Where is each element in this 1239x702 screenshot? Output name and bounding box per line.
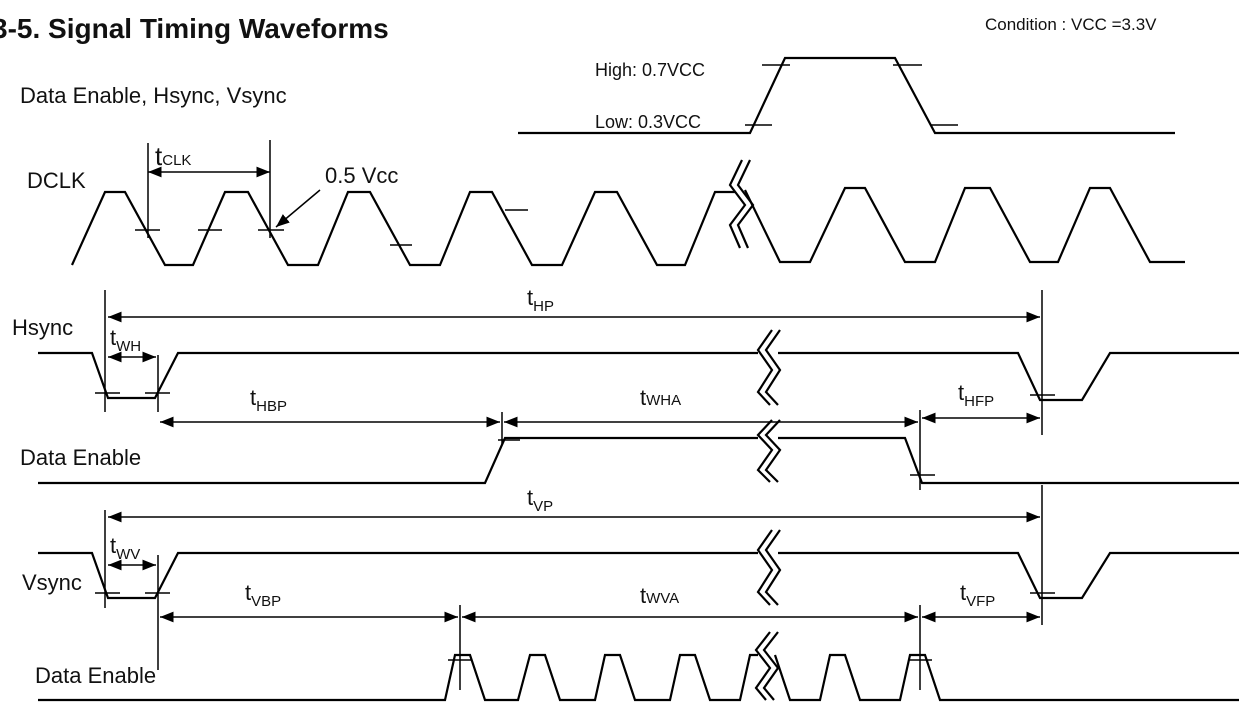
t-wva: tWVA — [640, 583, 679, 608]
vsync-wave — [38, 485, 1239, 702]
hsync-wave — [38, 290, 1239, 490]
de-label-2: Data Enable — [35, 663, 156, 688]
t-vp: tVP — [527, 485, 553, 515]
hsync-label: Hsync — [12, 315, 73, 340]
t-hfp: tHFP — [958, 380, 994, 410]
t-wha: tWHA — [640, 385, 681, 410]
t-hbp: tHBP — [250, 385, 287, 415]
dclk-label: DCLK — [27, 168, 86, 193]
t-wh: tWH — [110, 325, 141, 355]
vsync-label: Vsync — [22, 570, 82, 595]
t-hp: tHP — [527, 285, 554, 315]
low-label: Low: 0.3VCC — [595, 112, 701, 132]
t-vfp: tVFP — [960, 580, 995, 610]
condition: Condition : VCC =3.3V — [985, 15, 1157, 34]
title: 3-5. Signal Timing Waveforms — [0, 13, 389, 44]
dclk-wave — [70, 140, 1185, 267]
t-vbp: tVBP — [245, 580, 281, 610]
high-label: High: 0.7VCC — [595, 60, 705, 80]
t-wv: tWV — [110, 533, 140, 563]
t-clk: tCLK — [155, 141, 191, 171]
threshold-wave — [518, 56, 1175, 135]
threshold-label: Data Enable, Hsync, Vsync — [20, 83, 287, 108]
level-label: 0.5 Vcc — [325, 163, 398, 188]
de-label: Data Enable — [20, 445, 141, 470]
